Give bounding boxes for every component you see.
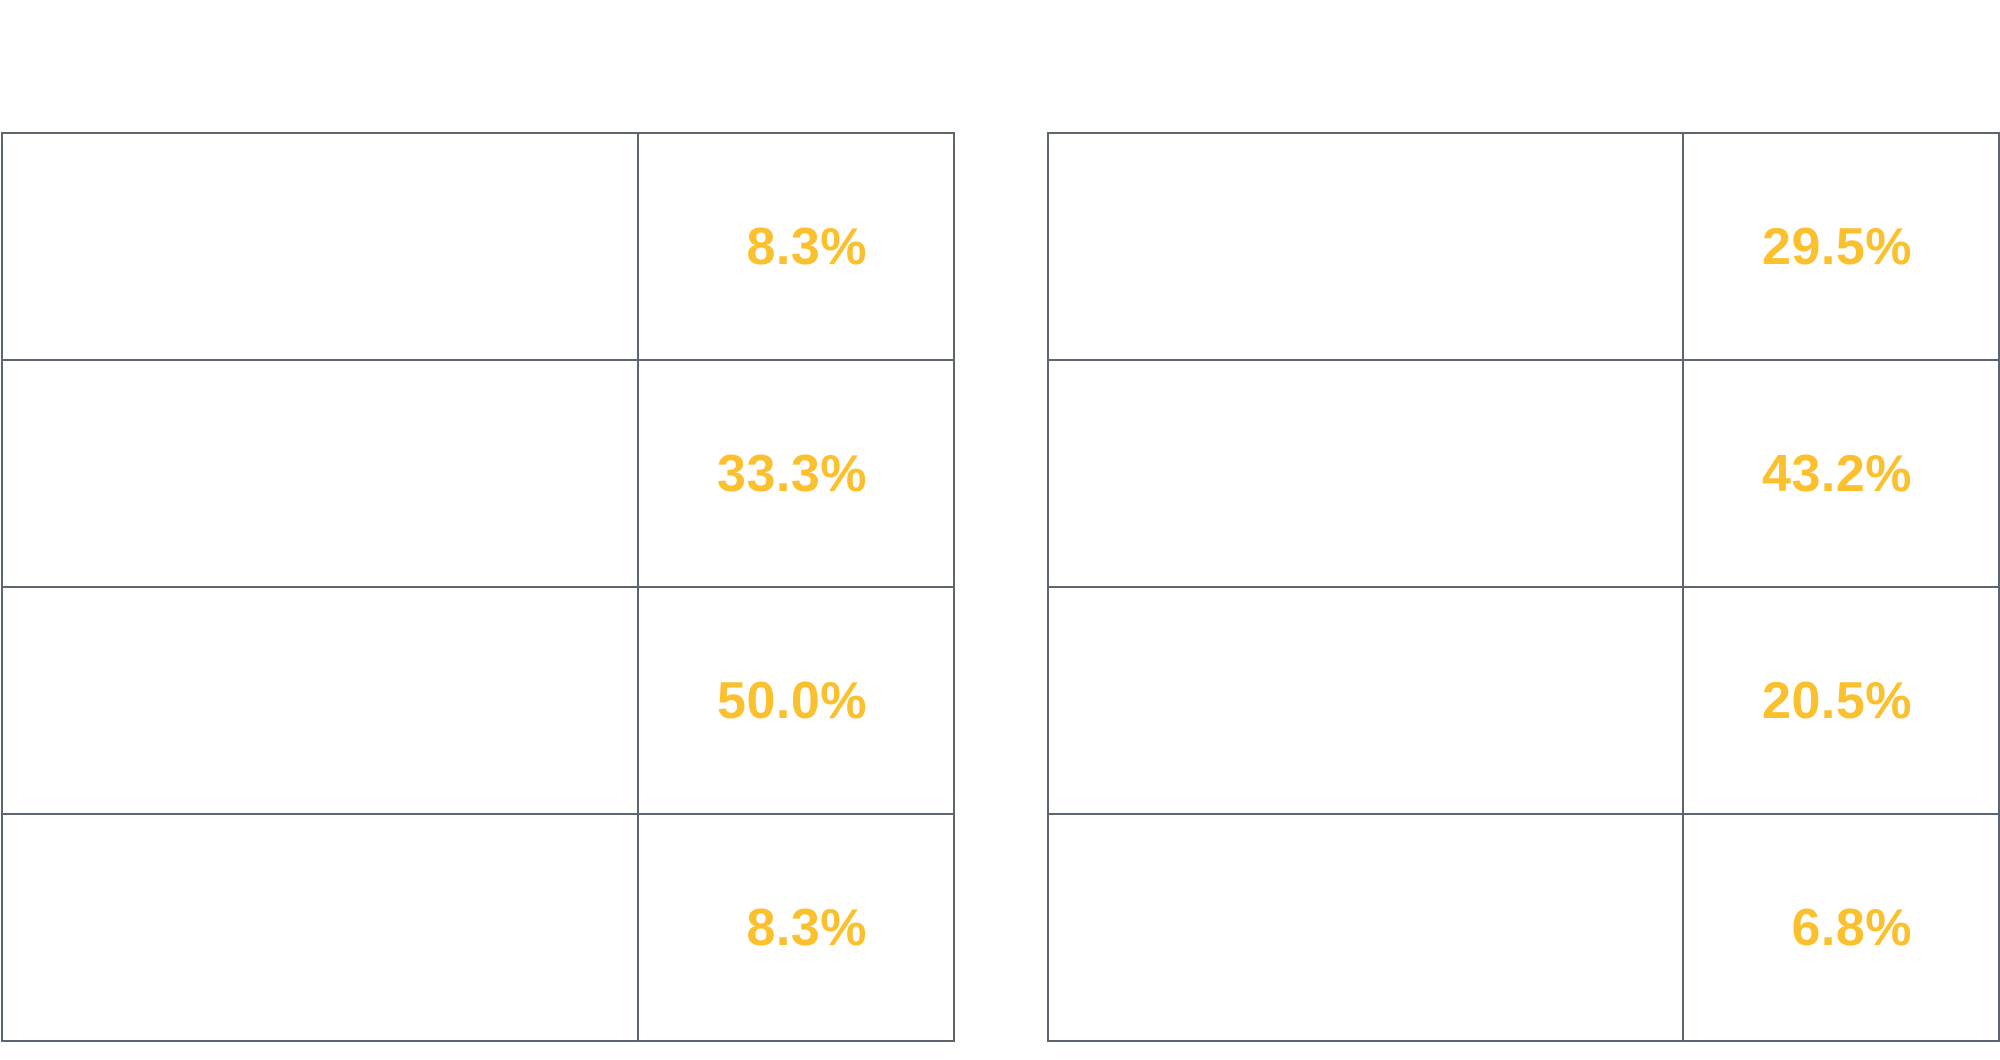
table-row: 8.3%	[1, 813, 955, 1042]
percentage-value: 8.3%	[746, 898, 867, 957]
percentage-value: 43.2%	[1762, 444, 1912, 503]
percentage-value: 33.3%	[717, 444, 867, 503]
row-value-cell: 43.2%	[1682, 359, 2000, 588]
row-label-cell	[1046, 813, 1685, 1042]
percentage-value: 50.0%	[717, 671, 867, 730]
percentage-value: 6.8%	[1791, 898, 1912, 957]
percentage-value: 29.5%	[1762, 217, 1912, 276]
row-label-cell	[1046, 586, 1685, 815]
table-row: 20.5%	[1046, 586, 2000, 815]
left-percentage-table: 8.3% 33.3% 50.0% 8.3%	[1, 132, 955, 1042]
row-value-cell: 33.3%	[637, 359, 955, 588]
row-value-cell: 6.8%	[1682, 813, 2000, 1042]
row-label-cell	[1, 132, 639, 361]
table-row: 43.2%	[1046, 359, 2000, 588]
table-row: 50.0%	[1, 586, 955, 815]
percentage-value: 8.3%	[746, 217, 867, 276]
table-row: 6.8%	[1046, 813, 2000, 1042]
row-value-cell: 29.5%	[1682, 132, 2000, 361]
table-row: 33.3%	[1, 359, 955, 588]
row-value-cell: 20.5%	[1682, 586, 2000, 815]
right-percentage-table: 29.5% 43.2% 20.5% 6.8%	[1046, 132, 2000, 1042]
row-label-cell	[1, 813, 639, 1042]
row-label-cell	[1046, 132, 1685, 361]
row-label-cell	[1046, 359, 1685, 588]
row-value-cell: 50.0%	[637, 586, 955, 815]
table-row: 8.3%	[1, 132, 955, 361]
row-value-cell: 8.3%	[637, 132, 955, 361]
table-row: 29.5%	[1046, 132, 2000, 361]
percentage-value: 20.5%	[1762, 671, 1912, 730]
row-value-cell: 8.3%	[637, 813, 955, 1042]
row-label-cell	[1, 586, 639, 815]
row-label-cell	[1, 359, 639, 588]
